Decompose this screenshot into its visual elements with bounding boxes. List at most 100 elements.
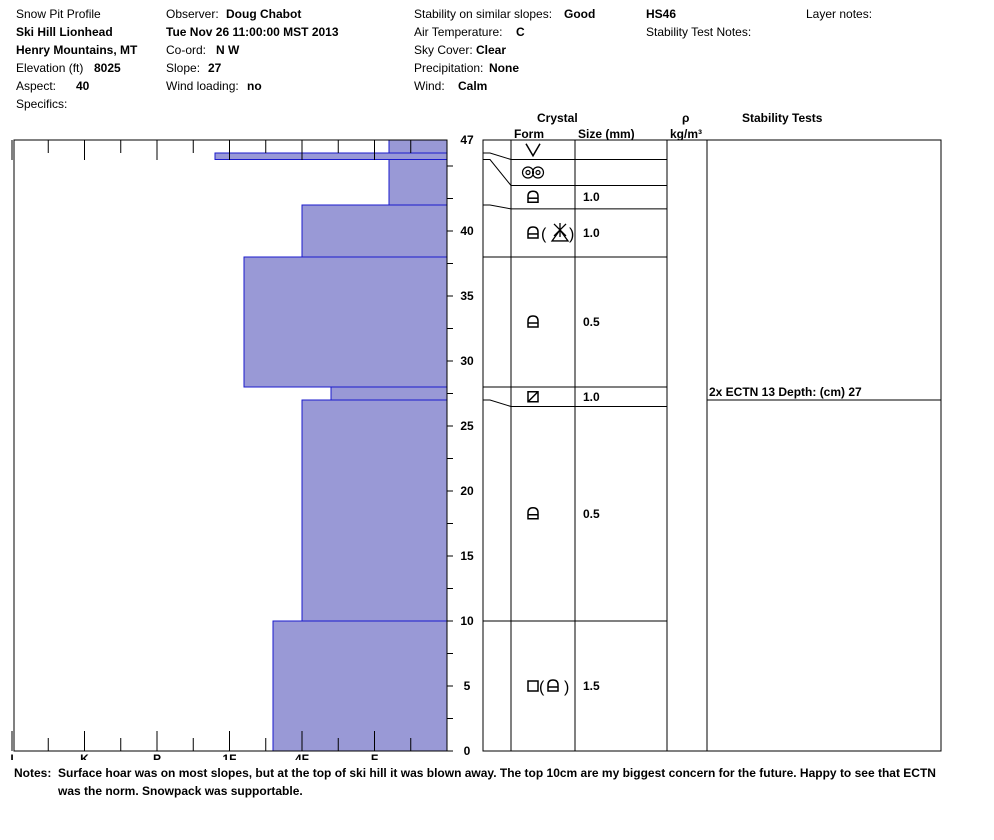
slope-label: Slope: [166, 61, 201, 75]
crystal-row-2: 1.0 [511, 190, 667, 210]
crystal-row-0 [511, 143, 667, 160]
crystal-form-3-star-icon [553, 222, 567, 237]
stability-rows: 2x ECTN 13 Depth: (cm) 27 [707, 385, 941, 401]
depth-tick-25: 25 [460, 419, 474, 433]
depth-axis: 0 5 10 15 20 25 30 35 40 47 [447, 133, 474, 758]
crystal-form-3-rounded-icon [527, 226, 539, 239]
depth-tick-35: 35 [460, 289, 474, 303]
layer-notes-label: Layer notes: [806, 7, 873, 21]
crystal-size-5: 1.0 [583, 390, 600, 404]
stability-test-label-0: 2x ECTN 13 Depth: (cm) 27 [709, 385, 862, 399]
observer-value: Doug Chabot [226, 7, 302, 21]
wind-label: Wind: [414, 79, 445, 93]
crystal-form-3-facet-icon [550, 228, 570, 242]
elevation-value: 8025 [94, 61, 121, 75]
specifics-label: Specifics: [16, 97, 68, 111]
elevation-label: Elevation (ft) [16, 61, 84, 75]
wind-loading-label: Wind loading: [166, 79, 239, 93]
depth-tick-47: 47 [460, 133, 474, 147]
leader-line-4 [483, 204, 512, 210]
observer-label: Observer: [166, 7, 219, 21]
depth-tick-30: 30 [460, 354, 474, 368]
aspect-value: 40 [76, 79, 90, 93]
crystal-row-6: 0.5 [511, 506, 667, 622]
hardness-layer-1 [301, 399, 448, 622]
crystal-form-1-melt-icon-a [521, 166, 535, 179]
wind-loading-value: no [247, 79, 262, 93]
sky-cover-value: Clear [476, 43, 507, 57]
wind-value: Calm [458, 79, 488, 93]
rho-heading: ρ [682, 111, 690, 125]
crystal-row-4: 0.5 [511, 315, 667, 388]
stability-value: Good [564, 7, 596, 21]
crystal-row-7: () 1.5 [527, 679, 600, 696]
crystal-table-frame [482, 139, 942, 752]
depth-tick-40: 40 [460, 224, 474, 238]
air-temp-value: C [516, 25, 525, 39]
crystal-form-5-mixed-form-icon [527, 391, 539, 403]
hardness-layer-5 [388, 159, 448, 206]
crystal-row-1 [511, 166, 667, 186]
stability-test-notes-label: Stability Test Notes: [646, 25, 752, 39]
size-heading: Size (mm) [578, 127, 635, 141]
crystal-heading: Crystal [537, 111, 578, 125]
stability-label: Stability on similar slopes: [414, 7, 553, 21]
depth-tick-5: 5 [464, 679, 471, 693]
hardness-ticks: F 4F 1F P K I [10, 140, 412, 760]
leader-line-1 [483, 399, 512, 407]
depth-tick-15: 15 [460, 549, 474, 563]
crystal-row-5: 1.0 [511, 390, 667, 407]
hardness-label-1F: 1F [222, 752, 236, 760]
air-temp-label: Air Temperature: [414, 25, 503, 39]
notes: Notes: Surface hoar was on most slopes, … [14, 764, 974, 800]
hardness-label-F: F [371, 752, 378, 760]
crystal-form-1-melt-icon-b [531, 166, 545, 179]
crystal-form-0-surface-hoar-icon [525, 143, 541, 158]
hs-value: HS46 [646, 7, 677, 21]
density-unit-heading: kg/m³ [670, 127, 703, 141]
slope-value: 27 [208, 61, 222, 75]
crystal-form-7-faceted-icon [527, 680, 539, 692]
area-name: Henry Mountains, MT [16, 43, 138, 57]
crystal-form-7-paren-open: ( [539, 679, 545, 696]
crystal-size-7: 1.5 [583, 679, 600, 693]
crystal-size-4: 0.5 [583, 315, 600, 329]
stability-tests-heading: Stability Tests [742, 111, 823, 125]
aspect-label: Aspect: [16, 79, 57, 93]
sky-cover-label: Sky Cover: [414, 43, 473, 57]
precipitation-value: None [489, 61, 519, 75]
depth-tick-10: 10 [460, 614, 474, 628]
hardness-layer-3 [243, 256, 448, 388]
hardness-label-4F: 4F [295, 752, 309, 760]
crystal-rows: 1.0 () 1.0 0.5 1.0 0.5 () 1.5 [483, 143, 667, 696]
hardness-layer-7 [388, 139, 448, 154]
profile-label: Snow Pit Profile [16, 7, 101, 21]
crystal-size-3: 1.0 [583, 226, 600, 240]
site-name: Ski Hill Lionhead [16, 25, 113, 39]
crystal-form-4-rounded-icon [527, 315, 539, 328]
coord-label: Co-ord: [166, 43, 207, 57]
notes-line-2: was the norm. Snowpack was supportable. [58, 784, 303, 798]
crystal-form-2-rounded-icon [527, 190, 539, 203]
notes-label: Notes: [14, 766, 52, 780]
leader-line-5 [483, 159, 512, 186]
hardness-layer-2 [330, 386, 448, 401]
hardness-layer-6 [214, 152, 448, 160]
crystal-form-1-melt-icon-b-inner [535, 169, 541, 176]
crystal-form-3-paren-close: ) [569, 226, 574, 243]
crystal-form-7-rounded-icon [547, 679, 559, 692]
crystal-size-6: 0.5 [583, 507, 600, 521]
crystal-form-1-melt-icon-a-inner [525, 169, 531, 176]
crystal-size-2: 1.0 [583, 190, 600, 204]
hardness-label-P: P [153, 752, 161, 760]
hardness-frame [13, 139, 448, 752]
precipitation-label: Precipitation: [414, 61, 484, 75]
hardness-layer-0 [272, 620, 448, 752]
coord-value: N W [216, 43, 240, 57]
crystal-form-5-mixed-form-slash [527, 391, 539, 403]
crystal-form-6-rounded-icon [527, 506, 539, 520]
hardness-label-K: K [80, 752, 89, 760]
crystal-form-3-paren-open: ( [541, 226, 547, 243]
crystal-row-3: () 1.0 [511, 222, 667, 258]
